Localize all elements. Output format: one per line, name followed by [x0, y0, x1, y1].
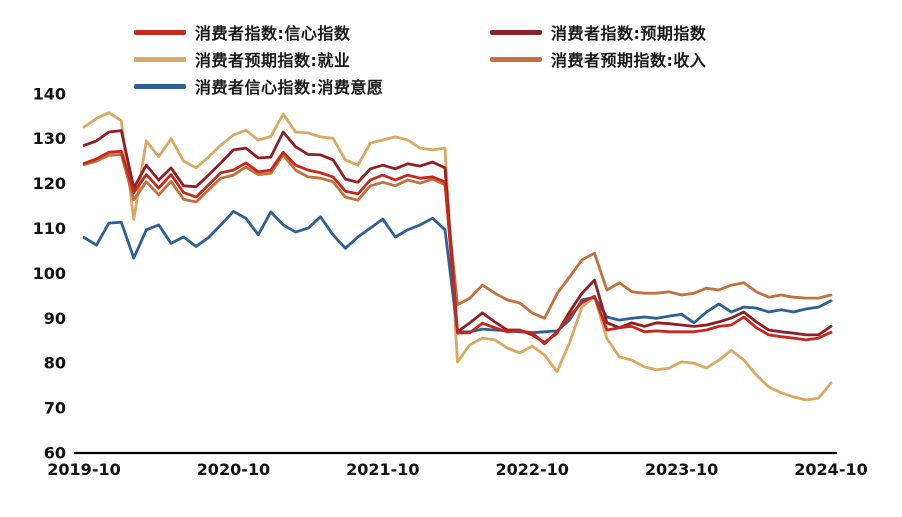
- legend-label-expectation: 消费者指数:预期指数: [551, 24, 707, 43]
- y-tick-label: 90: [44, 309, 66, 328]
- legend-swatch-expectation: [490, 29, 542, 35]
- legend-swatch-employment: [134, 56, 186, 62]
- legend-swatch-willingness: [134, 83, 186, 89]
- x-tick-label: 2022-10: [495, 460, 568, 479]
- line-employment: [82, 111, 833, 402]
- legend-swatch-income: [490, 56, 542, 62]
- y-tick-label: 80: [44, 354, 66, 373]
- x-tick-label: 2024-10: [794, 460, 867, 479]
- legend-label-employment: 消费者预期指数:就业: [195, 51, 351, 70]
- x-tick-label: 2023-10: [645, 460, 718, 479]
- x-tick-label: 2019-10: [47, 460, 120, 479]
- legend-item-willingness: 消费者信心指数:消费意愿: [134, 76, 490, 97]
- line-expectation: [82, 129, 833, 344]
- line-confidence: [82, 149, 833, 346]
- y-tick-label: 100: [33, 264, 66, 283]
- legend-label-income: 消费者预期指数:收入: [551, 51, 707, 70]
- x-tick-label: 2020-10: [197, 460, 270, 479]
- legend-item-confidence: 消费者指数:信心指数: [134, 22, 490, 43]
- y-tick-label: 110: [33, 219, 66, 238]
- x-tick-label: 2021-10: [346, 460, 419, 479]
- y-tick-label: 140: [33, 84, 66, 103]
- legend-swatch-confidence: [134, 29, 186, 35]
- y-tick-label: 120: [33, 174, 66, 193]
- legend-label-willingness: 消费者信心指数:消费意愿: [195, 78, 384, 97]
- legend: 消费者指数:信心指数 消费者指数:预期指数消费者预期指数:就业 消费者预期指数:收入…: [134, 22, 707, 97]
- legend-item-expectation: 消费者指数:预期指数: [490, 22, 707, 43]
- line-income: [82, 152, 833, 320]
- legend-label-confidence: 消费者指数:信心指数: [195, 24, 351, 43]
- y-tick-label: 130: [33, 129, 66, 148]
- y-tick-label: 60: [44, 444, 66, 463]
- legend-item-income: 消费者预期指数:收入: [490, 49, 707, 70]
- y-tick-label: 70: [44, 399, 66, 418]
- legend-item-employment: 消费者预期指数:就业: [134, 49, 490, 70]
